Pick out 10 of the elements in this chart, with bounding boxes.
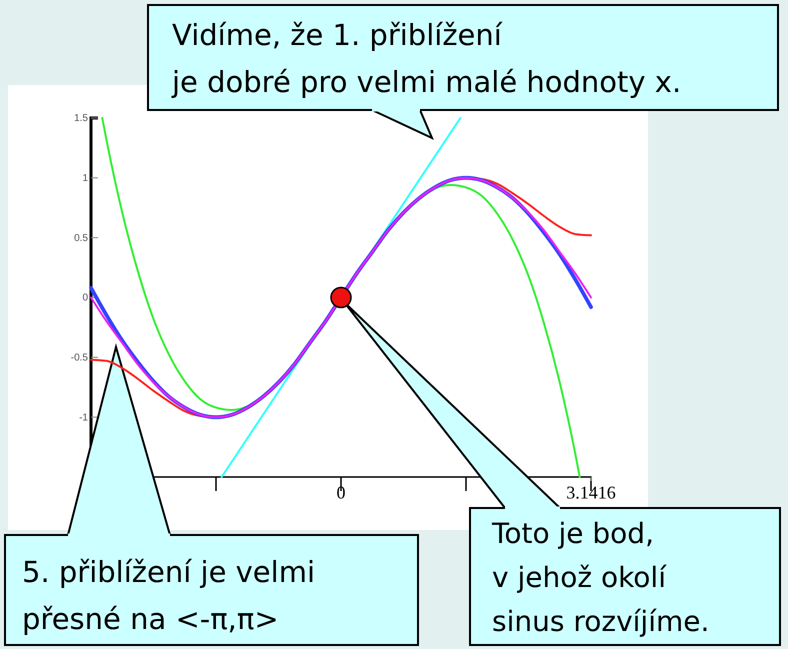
y-tick-label: -1 [79,412,88,424]
x-tick-label: 3.1416 [566,482,616,502]
y-tick-label: 1.5 [74,113,88,124]
y-tick-label: 0.5 [74,232,88,244]
y-tick-label: 0 [82,292,88,304]
text: Vidíme, že 1. přiblížení je dobré pro velmi malé hodnoty x. [171,18,682,99]
y-tick-label: 1 [82,173,88,184]
text: 5. přiblížení je velmi přesné na <-π,π> [22,555,316,636]
y-tick-label: -0.5 [70,352,88,364]
text: Toto je bod, v jehož okolí sinus rozvíjíme. [491,517,710,638]
